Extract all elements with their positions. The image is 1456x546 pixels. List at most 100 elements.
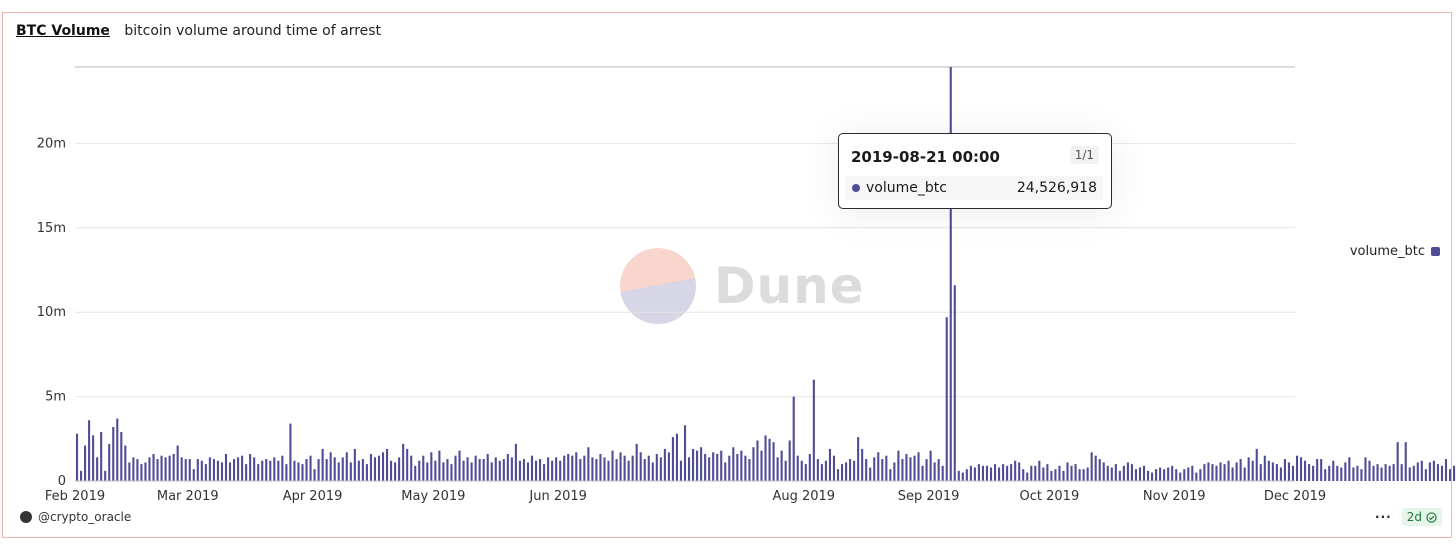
bar[interactable] [812, 379, 815, 481]
bar[interactable] [341, 457, 344, 481]
bar[interactable] [168, 455, 171, 481]
bar[interactable] [164, 457, 167, 481]
bar[interactable] [655, 453, 658, 481]
bar[interactable] [1352, 467, 1355, 482]
bar[interactable] [100, 432, 103, 481]
bar[interactable] [333, 457, 336, 481]
bar[interactable] [1074, 464, 1077, 481]
bar[interactable] [1191, 465, 1194, 481]
bar[interactable] [1227, 460, 1230, 481]
bar[interactable] [148, 457, 151, 481]
bar[interactable] [744, 455, 747, 481]
bar[interactable] [1287, 462, 1291, 481]
bar[interactable] [1090, 452, 1093, 481]
bar[interactable] [909, 457, 912, 481]
bar[interactable] [539, 459, 542, 481]
bar[interactable] [836, 469, 840, 481]
bar[interactable] [438, 450, 441, 481]
bar[interactable] [241, 455, 244, 481]
bar[interactable] [1022, 469, 1025, 481]
bar[interactable] [748, 459, 751, 481]
bar[interactable] [941, 465, 944, 481]
bar[interactable] [1436, 464, 1439, 481]
bar[interactable] [671, 437, 674, 481]
bar[interactable] [663, 448, 666, 481]
bar[interactable] [514, 443, 517, 481]
bar[interactable] [1026, 472, 1029, 481]
bar[interactable] [720, 450, 723, 481]
bar[interactable] [897, 450, 900, 481]
bar[interactable] [599, 453, 602, 481]
bar[interactable] [1372, 465, 1375, 481]
bar[interactable] [651, 462, 654, 481]
bar[interactable] [700, 447, 703, 481]
bar[interactable] [708, 457, 711, 481]
bar[interactable] [357, 460, 360, 481]
bar[interactable] [949, 67, 952, 481]
bar[interactable] [353, 448, 356, 481]
bar[interactable] [591, 457, 594, 481]
bar[interactable] [228, 462, 232, 481]
bar[interactable] [132, 457, 135, 481]
bar[interactable] [261, 460, 264, 481]
bar[interactable] [1299, 457, 1303, 481]
bar[interactable] [180, 457, 183, 481]
bar[interactable] [772, 442, 775, 481]
bar[interactable] [116, 418, 119, 481]
bar[interactable] [921, 465, 924, 481]
bar[interactable] [1215, 465, 1218, 481]
bar[interactable] [381, 452, 385, 481]
bar[interactable] [965, 469, 968, 481]
bar[interactable] [989, 467, 993, 482]
bar[interactable] [144, 462, 147, 481]
bar[interactable] [889, 469, 892, 481]
bar[interactable] [696, 450, 699, 481]
bar[interactable] [840, 464, 844, 481]
bar[interactable] [1046, 464, 1049, 481]
bar[interactable] [901, 459, 904, 481]
bar[interactable] [1110, 467, 1113, 482]
bar[interactable] [800, 460, 803, 481]
bar[interactable] [551, 460, 554, 481]
bar[interactable] [1275, 464, 1278, 481]
bar[interactable] [257, 464, 260, 481]
bar[interactable] [224, 453, 228, 481]
bar[interactable] [474, 455, 477, 481]
bar[interactable] [124, 445, 127, 481]
bar[interactable] [1014, 460, 1017, 481]
bar[interactable] [490, 462, 493, 481]
bar[interactable] [985, 465, 989, 481]
bar[interactable] [192, 469, 195, 481]
bar[interactable] [1255, 448, 1258, 481]
bar[interactable] [112, 426, 115, 481]
bar[interactable] [969, 465, 972, 481]
bar[interactable] [977, 464, 980, 481]
bar[interactable] [953, 285, 956, 481]
bar[interactable] [1102, 462, 1105, 481]
bar[interactable] [559, 460, 562, 481]
bar[interactable] [1018, 462, 1021, 481]
bar[interactable] [1098, 459, 1101, 481]
bar[interactable] [478, 459, 481, 481]
bar[interactable] [410, 455, 413, 481]
bar[interactable] [1279, 467, 1282, 482]
bar[interactable] [679, 460, 683, 481]
bar[interactable] [816, 459, 819, 481]
bar[interactable] [530, 455, 534, 481]
bar[interactable] [1146, 470, 1150, 481]
bar[interactable] [305, 459, 308, 481]
bar[interactable] [603, 457, 606, 481]
bar[interactable] [84, 445, 87, 481]
bar[interactable] [1159, 467, 1162, 482]
bar[interactable] [937, 459, 940, 481]
bar[interactable] [764, 435, 767, 481]
bar[interactable] [522, 459, 525, 481]
bar[interactable] [526, 462, 530, 481]
bar[interactable] [1211, 464, 1214, 481]
bar[interactable] [643, 459, 646, 481]
bar[interactable] [543, 464, 546, 481]
bar[interactable] [369, 453, 372, 481]
bar[interactable] [913, 455, 916, 481]
bar[interactable] [285, 464, 288, 481]
bar[interactable] [824, 460, 827, 481]
